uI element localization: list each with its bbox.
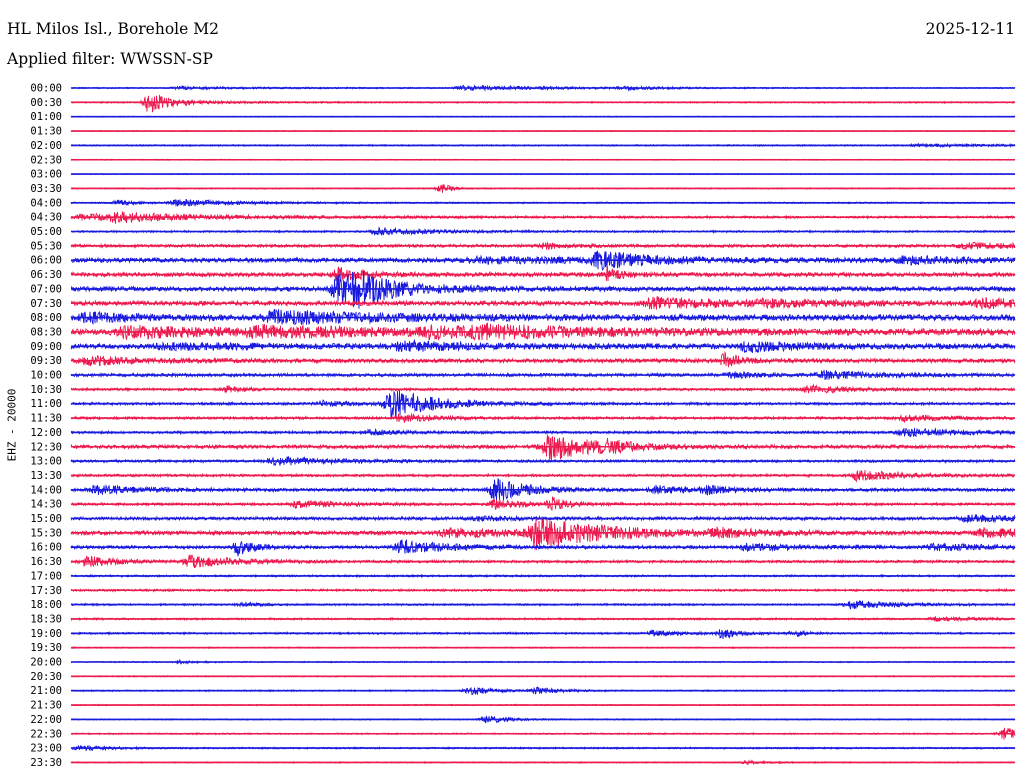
- time-label: 09:00: [30, 341, 62, 353]
- trace-line: [70, 350, 1016, 368]
- time-label: 02:00: [30, 140, 62, 152]
- time-label: 16:30: [30, 556, 62, 568]
- time-label: 13:30: [30, 470, 62, 482]
- time-label: 16:00: [30, 542, 62, 554]
- trace-line: [70, 94, 1016, 113]
- time-label: 06:30: [30, 269, 62, 281]
- time-label: 00:30: [30, 97, 62, 109]
- time-label: 09:30: [30, 355, 62, 367]
- time-label: 04:00: [30, 197, 62, 209]
- time-label: 12:00: [30, 427, 62, 439]
- time-label: 23:00: [30, 743, 62, 755]
- filter-label: Applied filter: WWSSN-SP: [7, 50, 213, 68]
- time-label: 04:30: [30, 212, 62, 224]
- time-label: 02:30: [30, 154, 62, 166]
- time-label: 17:00: [30, 570, 62, 582]
- time-label: 05:00: [30, 226, 62, 238]
- time-label: 07:30: [30, 298, 62, 310]
- time-label: 00:00: [30, 83, 62, 95]
- date-label: 2025-12-11: [925, 20, 1015, 38]
- time-label: 18:00: [30, 599, 62, 611]
- time-label: 17:30: [30, 585, 62, 597]
- time-label: 13:00: [30, 456, 62, 468]
- trace-line: [70, 434, 1016, 462]
- time-label: 11:00: [30, 398, 62, 410]
- time-label: 18:30: [30, 613, 62, 625]
- time-labels: 00:00 00:30 01:00 01:30 02:00 02:30 03:00 03:30…: [30, 83, 62, 769]
- time-label: 19:30: [30, 642, 62, 654]
- trace-line: [70, 518, 1016, 550]
- time-label: 08:30: [30, 326, 62, 338]
- time-label: 15:00: [30, 513, 62, 525]
- time-label: 07:00: [30, 283, 62, 295]
- time-label: 14:30: [30, 499, 62, 511]
- station-title: HL Milos Isl., Borehole M2: [7, 20, 219, 38]
- time-label: 23:30: [30, 757, 62, 769]
- trace-lines: [70, 84, 1016, 766]
- time-label: 10:30: [30, 384, 62, 396]
- time-label: 01:00: [30, 111, 62, 123]
- time-label: 10:00: [30, 370, 62, 382]
- time-label: 20:30: [30, 671, 62, 683]
- trace-line: [70, 270, 1016, 309]
- trace-line: [70, 629, 1016, 640]
- time-label: 20:00: [30, 657, 62, 669]
- time-label: 03:00: [30, 169, 62, 181]
- trace-line: [70, 338, 1016, 354]
- time-label: 06:00: [30, 255, 62, 267]
- time-label: 22:00: [30, 714, 62, 726]
- time-label: 05:30: [30, 240, 62, 252]
- time-label: 01:30: [30, 126, 62, 138]
- time-label: 19:00: [30, 628, 62, 640]
- trace-line: [70, 390, 1016, 420]
- time-label: 15:30: [30, 527, 62, 539]
- time-label: 08:00: [30, 312, 62, 324]
- time-label: 21:30: [30, 700, 62, 712]
- time-label: 11:30: [30, 413, 62, 425]
- time-label: 22:30: [30, 728, 62, 740]
- time-label: 21:00: [30, 685, 62, 697]
- time-label: 03:30: [30, 183, 62, 195]
- time-label: 14:00: [30, 484, 62, 496]
- time-label: 12:30: [30, 441, 62, 453]
